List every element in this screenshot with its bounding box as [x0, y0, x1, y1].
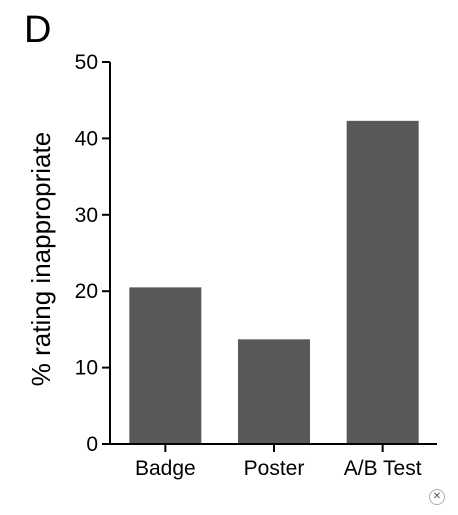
close-icon[interactable]: ✕: [429, 489, 445, 505]
bar-badge: [129, 287, 202, 444]
bar-poster: [238, 339, 310, 444]
x-axis-ticks: Badge Poster A/B Test: [135, 444, 422, 480]
x-tick-label: A/B Test: [344, 457, 422, 480]
panel-label: D: [24, 9, 51, 51]
y-tick-label: 30: [75, 204, 98, 227]
y-axis-ticks: 0 10 20 30 40 50: [75, 51, 110, 456]
x-tick-label: Poster: [244, 457, 305, 480]
y-tick-label: 40: [75, 127, 98, 150]
y-tick-label: 10: [75, 357, 98, 380]
bars-group: [129, 120, 419, 444]
x-tick-label: Badge: [135, 457, 196, 480]
y-tick-label: 0: [86, 433, 98, 456]
y-axis-title: % rating inappropriate: [26, 132, 56, 386]
y-tick-label: 20: [75, 280, 98, 303]
bar-a-b-test: [346, 120, 419, 444]
y-tick-label: 50: [75, 51, 98, 74]
